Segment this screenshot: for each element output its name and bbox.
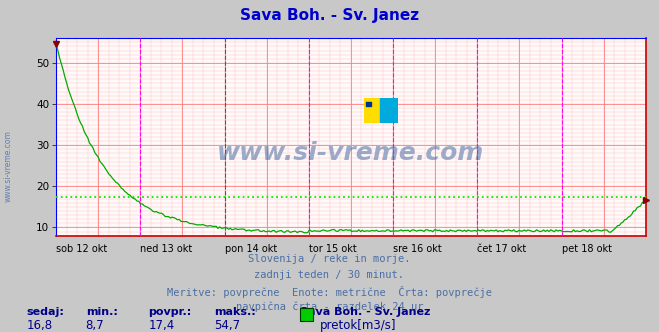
- Text: pretok[m3/s]: pretok[m3/s]: [320, 319, 396, 332]
- Text: 8,7: 8,7: [86, 319, 104, 332]
- Text: povpr.:: povpr.:: [148, 307, 192, 317]
- Text: čet 17 okt: čet 17 okt: [477, 244, 527, 254]
- Text: maks.:: maks.:: [214, 307, 256, 317]
- Text: www.si-vreme.com: www.si-vreme.com: [3, 130, 13, 202]
- Text: sob 12 okt: sob 12 okt: [56, 244, 107, 254]
- Text: ned 13 okt: ned 13 okt: [140, 244, 192, 254]
- Text: zadnji teden / 30 minut.: zadnji teden / 30 minut.: [254, 270, 405, 280]
- Text: 54,7: 54,7: [214, 319, 241, 332]
- Text: Slovenija / reke in morje.: Slovenija / reke in morje.: [248, 254, 411, 264]
- Text: sedaj:: sedaj:: [26, 307, 64, 317]
- Text: pon 14 okt: pon 14 okt: [225, 244, 277, 254]
- Text: 16,8: 16,8: [26, 319, 53, 332]
- Text: Sava Boh. - Sv. Janez: Sava Boh. - Sv. Janez: [240, 8, 419, 23]
- Text: tor 15 okt: tor 15 okt: [309, 244, 357, 254]
- Text: Meritve: povprečne  Enote: metrične  Črta: povprečje: Meritve: povprečne Enote: metrične Črta:…: [167, 286, 492, 298]
- Text: pet 18 okt: pet 18 okt: [561, 244, 612, 254]
- Text: Sava Boh. - Sv. Janez: Sava Boh. - Sv. Janez: [300, 307, 430, 317]
- Text: 17,4: 17,4: [148, 319, 175, 332]
- Text: sre 16 okt: sre 16 okt: [393, 244, 442, 254]
- Text: min.:: min.:: [86, 307, 117, 317]
- Text: navpična črta - razdelek 24 ur: navpična črta - razdelek 24 ur: [236, 302, 423, 312]
- Text: www.si-vreme.com: www.si-vreme.com: [217, 141, 484, 165]
